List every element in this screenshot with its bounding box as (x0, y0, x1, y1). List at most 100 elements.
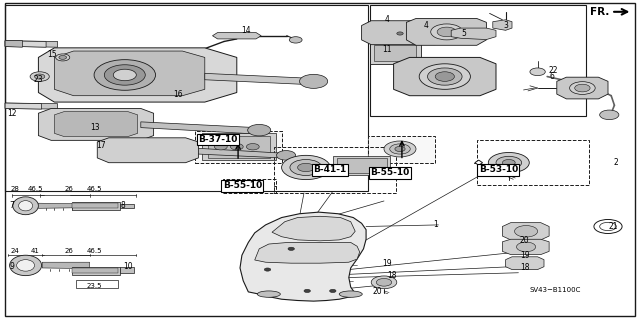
Polygon shape (240, 212, 366, 301)
Text: 14: 14 (241, 26, 252, 35)
Text: B-55-10: B-55-10 (370, 168, 409, 177)
Text: 22: 22 (549, 66, 558, 75)
Circle shape (304, 289, 310, 293)
Polygon shape (272, 216, 355, 241)
Circle shape (600, 110, 619, 120)
Polygon shape (557, 77, 608, 99)
Bar (333, 156, 390, 175)
Circle shape (246, 144, 259, 150)
Text: 8: 8 (120, 201, 125, 210)
Text: 6: 6 (550, 72, 555, 81)
Bar (477, 140, 589, 185)
Bar (374, 45, 416, 61)
Polygon shape (212, 33, 261, 39)
Polygon shape (38, 108, 154, 140)
Circle shape (276, 151, 296, 160)
Circle shape (298, 163, 314, 172)
Polygon shape (120, 267, 134, 273)
Text: FR.: FR. (590, 7, 609, 17)
Text: 23.5: 23.5 (87, 283, 102, 288)
Ellipse shape (17, 260, 35, 271)
Circle shape (435, 72, 454, 81)
Circle shape (30, 72, 49, 81)
Bar (223, 179, 276, 193)
Polygon shape (502, 239, 549, 255)
Text: 20: 20 (520, 236, 530, 245)
Text: 18: 18 (387, 271, 396, 280)
Polygon shape (493, 20, 512, 30)
Polygon shape (394, 57, 496, 96)
Text: B-55-10: B-55-10 (223, 181, 262, 190)
Circle shape (390, 144, 410, 154)
Bar (76, 280, 118, 288)
Circle shape (397, 32, 403, 35)
Circle shape (300, 74, 328, 88)
Circle shape (575, 84, 590, 92)
Bar (368, 136, 435, 163)
Text: 46.5: 46.5 (87, 248, 102, 254)
Circle shape (288, 247, 294, 250)
Circle shape (395, 146, 405, 152)
Polygon shape (5, 41, 58, 47)
Polygon shape (42, 262, 90, 269)
Text: 4: 4 (423, 21, 428, 30)
Bar (370, 43, 421, 64)
Circle shape (56, 54, 70, 61)
Polygon shape (5, 103, 42, 109)
Circle shape (530, 68, 545, 76)
Polygon shape (72, 268, 118, 273)
Bar (208, 136, 270, 158)
Text: 3: 3 (503, 21, 508, 30)
Text: 4: 4 (385, 15, 390, 24)
Text: 2: 2 (614, 158, 619, 167)
Ellipse shape (19, 201, 33, 211)
Polygon shape (72, 267, 120, 275)
Text: 5: 5 (461, 29, 467, 38)
Polygon shape (72, 203, 118, 208)
Text: 19: 19 (382, 259, 392, 268)
Circle shape (428, 68, 462, 85)
Text: 21: 21 (609, 222, 618, 231)
Bar (195, 131, 282, 163)
Ellipse shape (257, 291, 280, 297)
Text: B-37-10: B-37-10 (198, 135, 238, 144)
Text: 23: 23 (33, 75, 44, 84)
Polygon shape (5, 41, 22, 47)
Circle shape (516, 242, 536, 252)
Circle shape (384, 141, 416, 157)
Polygon shape (54, 51, 205, 96)
Text: 13: 13 (90, 123, 100, 132)
Circle shape (230, 144, 243, 150)
Circle shape (384, 30, 397, 37)
Bar (337, 158, 387, 173)
Ellipse shape (13, 197, 38, 215)
Bar (370, 5, 586, 116)
Text: 9: 9 (9, 262, 14, 271)
Bar (274, 147, 396, 193)
Circle shape (94, 60, 156, 90)
Circle shape (502, 160, 515, 166)
Text: 15: 15 (47, 50, 58, 59)
Text: SV43−B1100C: SV43−B1100C (530, 287, 581, 293)
Text: 11: 11 (383, 45, 392, 54)
Text: B-53-10: B-53-10 (479, 165, 518, 174)
Circle shape (289, 37, 302, 43)
Bar (202, 133, 276, 160)
Polygon shape (97, 138, 198, 163)
Bar (5, 5, 368, 191)
Circle shape (290, 160, 322, 175)
Text: 46.5: 46.5 (28, 186, 43, 192)
Circle shape (35, 74, 45, 79)
Polygon shape (38, 203, 84, 208)
Text: 24: 24 (10, 248, 19, 254)
Circle shape (372, 25, 408, 42)
Polygon shape (198, 148, 291, 158)
Polygon shape (362, 21, 445, 45)
Text: 26: 26 (65, 186, 74, 192)
Polygon shape (451, 28, 496, 40)
Text: 10: 10 (123, 262, 133, 271)
Circle shape (282, 155, 330, 180)
Circle shape (419, 64, 470, 89)
Polygon shape (475, 160, 483, 165)
Circle shape (488, 152, 529, 173)
